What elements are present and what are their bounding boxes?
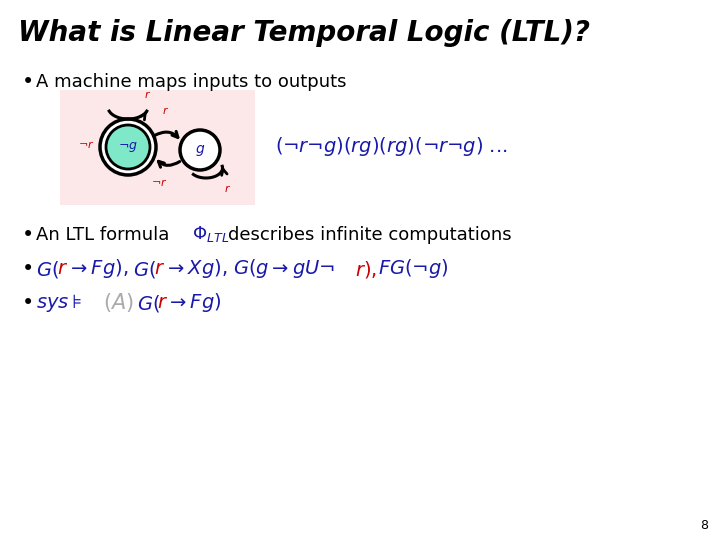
- Text: $r$: $r$: [163, 105, 170, 117]
- Text: $r$: $r$: [225, 183, 232, 193]
- Text: $\rightarrow Fg)$: $\rightarrow Fg)$: [166, 292, 222, 314]
- Text: •: •: [22, 293, 35, 313]
- Text: •: •: [22, 225, 35, 245]
- Text: $r),$: $r),$: [355, 259, 377, 280]
- Text: $(\neg r\neg g)(rg)(rg)(\neg r\neg g)$ ...: $(\neg r\neg g)(rg)(rg)(\neg r\neg g)$ .…: [275, 136, 508, 159]
- FancyBboxPatch shape: [60, 90, 255, 205]
- Text: $r$: $r$: [157, 294, 168, 313]
- Text: $G($: $G($: [133, 259, 156, 280]
- Text: $\neg r$: $\neg r$: [150, 178, 167, 188]
- Text: describes infinite computations: describes infinite computations: [228, 226, 512, 244]
- Text: $\rightarrow Xg),$: $\rightarrow Xg),$: [164, 258, 228, 280]
- Text: $r$: $r$: [145, 90, 152, 100]
- Text: An LTL formula: An LTL formula: [36, 226, 169, 244]
- Text: $\neg g$: $\neg g$: [118, 140, 138, 154]
- Text: What is Linear Temporal Logic (LTL)?: What is Linear Temporal Logic (LTL)?: [18, 19, 590, 47]
- Text: $\neg r$: $\neg r$: [78, 139, 94, 151]
- Text: •: •: [22, 72, 35, 92]
- Text: $FG(\neg g)$: $FG(\neg g)$: [378, 258, 449, 280]
- Text: $sys \models$: $sys \models$: [36, 292, 82, 314]
- Text: $r$: $r$: [57, 260, 68, 279]
- Text: A machine maps inputs to outputs: A machine maps inputs to outputs: [36, 73, 346, 91]
- Text: $(A)$: $(A)$: [103, 292, 134, 314]
- Text: $r$: $r$: [154, 260, 165, 279]
- Circle shape: [180, 130, 220, 170]
- Circle shape: [106, 125, 150, 169]
- Text: $G($: $G($: [137, 293, 160, 314]
- Text: $G($: $G($: [36, 259, 59, 280]
- Text: 8: 8: [700, 519, 708, 532]
- Text: •: •: [22, 259, 35, 279]
- Text: $\rightarrow Fg),$: $\rightarrow Fg),$: [67, 258, 128, 280]
- Text: $G(g \rightarrow g U \neg$: $G(g \rightarrow g U \neg$: [233, 258, 335, 280]
- Circle shape: [100, 119, 156, 175]
- Text: $\Phi_{LTL}$: $\Phi_{LTL}$: [192, 224, 230, 244]
- Text: $g$: $g$: [195, 143, 205, 158]
